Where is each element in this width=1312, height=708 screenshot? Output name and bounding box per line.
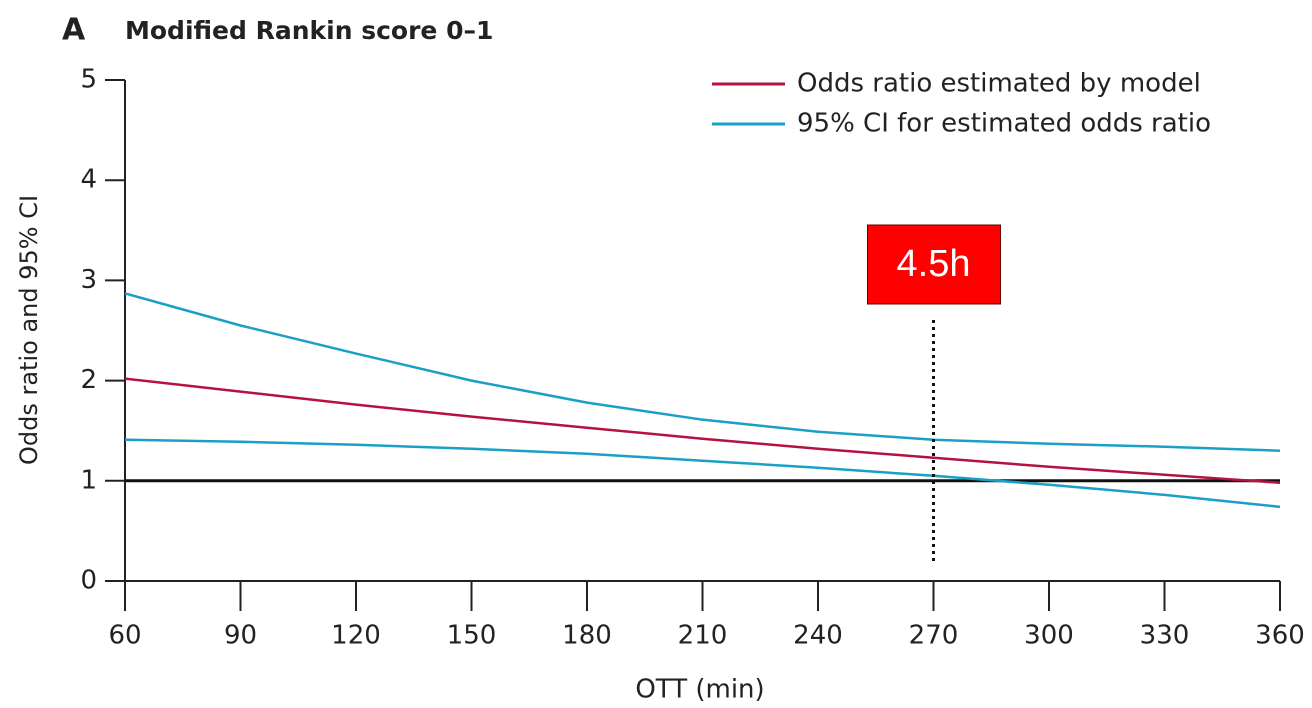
- y-tick-label: 5: [80, 65, 97, 95]
- x-tick-label: 360: [1255, 621, 1305, 651]
- x-tick-label: 330: [1140, 621, 1190, 651]
- y-axis-label: Odds ratio and 95% CI: [15, 195, 43, 465]
- chart-title: Modified Rankin score 0–1: [125, 16, 493, 45]
- x-tick-label: 300: [1024, 621, 1074, 651]
- y-tick-label: 1: [80, 465, 97, 495]
- y-tick-label: 4: [80, 165, 97, 195]
- series-line: [124, 377, 1281, 485]
- y-tick-label: 3: [80, 265, 97, 295]
- series-line: [124, 292, 1281, 452]
- legend-label: Odds ratio estimated by model: [797, 69, 1201, 99]
- panel-label: A: [62, 13, 86, 48]
- series-line: [124, 438, 1281, 509]
- y-tick-label: 2: [80, 365, 97, 395]
- legend-label: 95% CI for estimated odds ratio: [797, 109, 1211, 139]
- x-tick-label: 120: [331, 621, 381, 651]
- annotation-text: 4.5h: [897, 243, 971, 285]
- x-tick-label: 210: [678, 621, 728, 651]
- x-tick-label: 270: [909, 621, 959, 651]
- annotation-box: [867, 224, 1001, 305]
- x-tick-label: 60: [108, 621, 141, 651]
- x-tick-label: 180: [562, 621, 612, 651]
- x-tick-label: 90: [224, 621, 257, 651]
- x-tick-label: 240: [793, 621, 843, 651]
- x-axis-label: OTT (min): [635, 675, 764, 705]
- y-tick-label: 0: [80, 566, 97, 596]
- x-tick-label: 150: [447, 621, 497, 651]
